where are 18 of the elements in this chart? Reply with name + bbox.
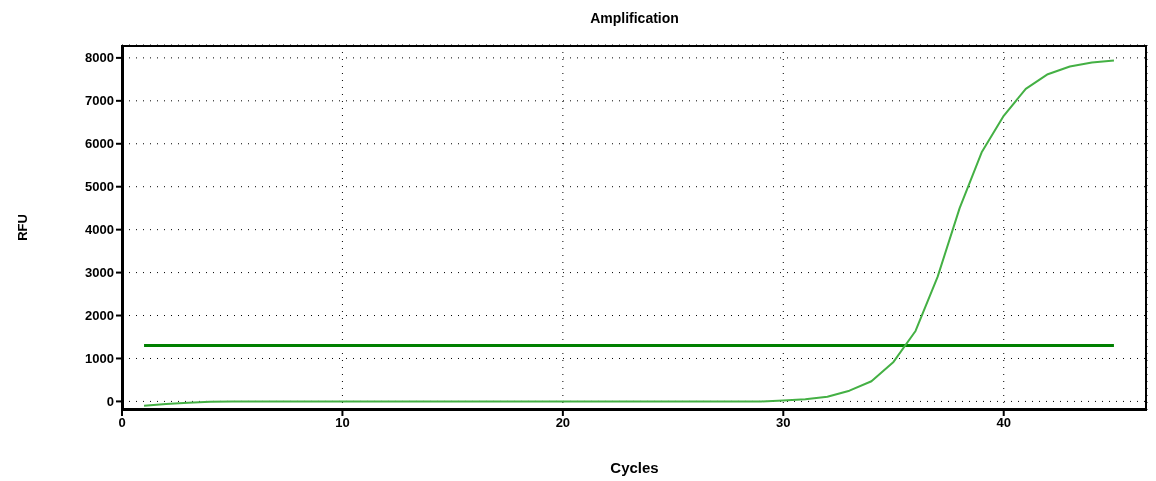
line-series xyxy=(143,59,1115,407)
y-tick-label: 3000 xyxy=(85,265,114,281)
y-tick-label: 5000 xyxy=(85,179,114,195)
y-tick-label: 6000 xyxy=(85,136,114,152)
y-axis-title: RFU xyxy=(14,214,30,241)
y-tick-label: 1000 xyxy=(85,351,114,367)
x-axis-title: Cycles xyxy=(610,459,659,476)
chart-title: Amplification xyxy=(589,10,680,26)
x-tick-label: 0 xyxy=(118,415,126,431)
y-tick-label: 7000 xyxy=(85,93,114,109)
x-tick-label: 20 xyxy=(555,415,571,431)
x-tick-label: 40 xyxy=(996,415,1011,431)
y-tick-label: 2000 xyxy=(85,308,114,324)
y-tick-label: 0 xyxy=(106,394,114,410)
x-tick-label: 10 xyxy=(335,415,350,431)
x-tick-label: 30 xyxy=(776,415,791,431)
y-tick-label: 4000 xyxy=(85,222,114,238)
y-tick-label: 8000 xyxy=(85,50,114,66)
